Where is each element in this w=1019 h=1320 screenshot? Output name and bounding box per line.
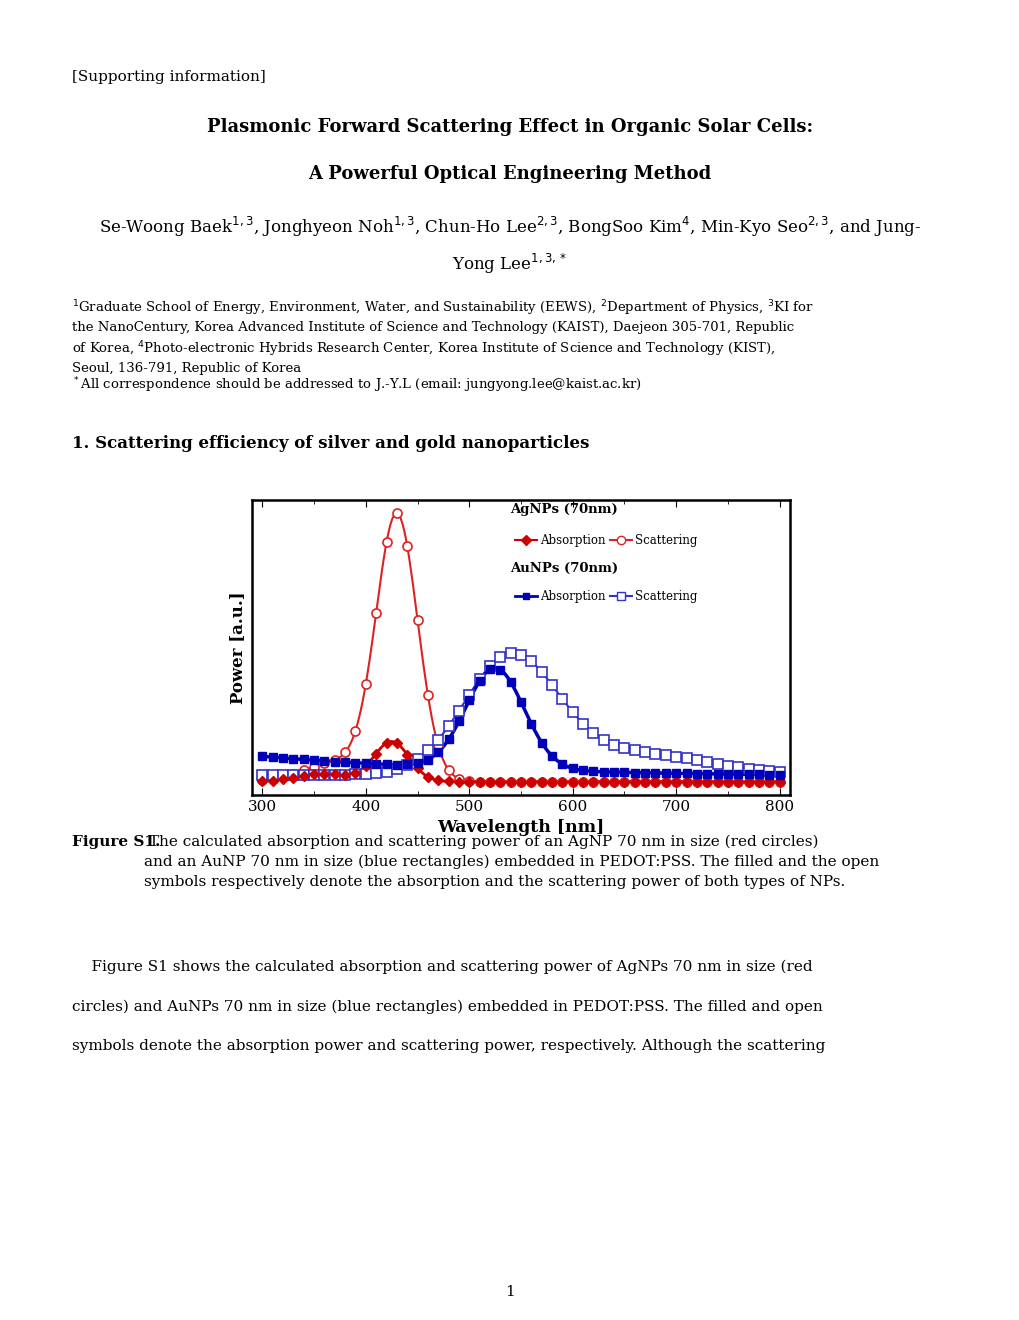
Text: The calculated absorption and scattering power of an AgNP 70 nm in size (red cir: The calculated absorption and scattering… bbox=[144, 836, 878, 888]
Legend: Absorption, Scattering: Absorption, Scattering bbox=[511, 586, 702, 609]
Text: A Powerful Optical Engineering Method: A Powerful Optical Engineering Method bbox=[308, 165, 711, 183]
Text: Yong Lee$^{1,3,*}$: Yong Lee$^{1,3,*}$ bbox=[452, 252, 567, 276]
Text: 1. Scattering efficiency of silver and gold nanoparticles: 1. Scattering efficiency of silver and g… bbox=[72, 436, 589, 451]
Text: Figure S1 shows the calculated absorption and scattering power of AgNPs 70 nm in: Figure S1 shows the calculated absorptio… bbox=[72, 960, 824, 1053]
Text: 1: 1 bbox=[504, 1284, 515, 1299]
Text: [Supporting information]: [Supporting information] bbox=[72, 70, 266, 84]
Text: AuNPs (70nm): AuNPs (70nm) bbox=[510, 562, 618, 576]
Text: Figure S1.: Figure S1. bbox=[72, 836, 160, 849]
Y-axis label: Power [a.u.]: Power [a.u.] bbox=[229, 591, 247, 704]
Text: $^1$Graduate School of Energy, Environment, Water, and Sustainability (EEWS), $^: $^1$Graduate School of Energy, Environme… bbox=[72, 298, 813, 375]
Text: Plasmonic Forward Scattering Effect in Organic Solar Cells:: Plasmonic Forward Scattering Effect in O… bbox=[207, 117, 812, 136]
Text: AgNPs (70nm): AgNPs (70nm) bbox=[510, 503, 618, 516]
X-axis label: Wavelength [nm]: Wavelength [nm] bbox=[437, 820, 604, 837]
Text: Se-Woong Baek$^{1,3}$, Jonghyeon Noh$^{1,3}$, Chun-Ho Lee$^{2,3}$, BongSoo Kim$^: Se-Woong Baek$^{1,3}$, Jonghyeon Noh$^{1… bbox=[99, 215, 920, 239]
Text: $^*$All correspondence should be addressed to J.-Y.L (email: jungyong.lee@kaist.: $^*$All correspondence should be address… bbox=[72, 375, 641, 395]
